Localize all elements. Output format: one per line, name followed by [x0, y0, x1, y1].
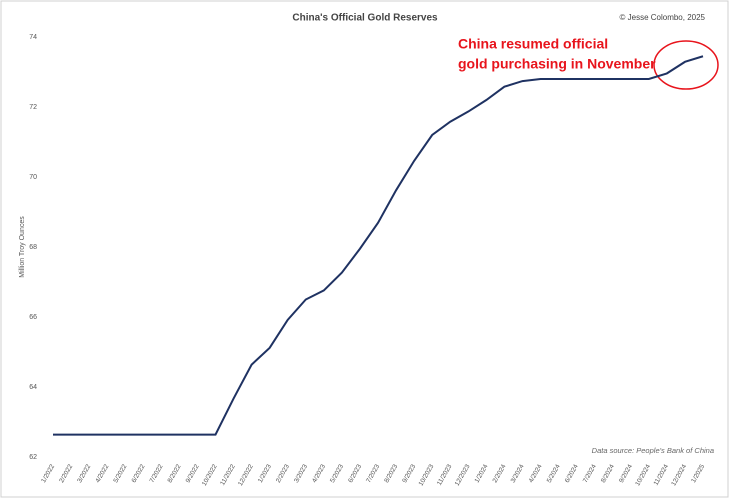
y-tick-label: 70 — [29, 174, 37, 181]
y-tick-label: 64 — [29, 384, 37, 391]
y-tick-label: 72 — [29, 104, 37, 111]
annotation: gold purchasing in November — [458, 56, 656, 72]
y-tick-label: 66 — [29, 314, 37, 321]
data-line — [53, 55, 704, 436]
credit: © Jesse Colombo, 2025 — [620, 13, 706, 22]
y-tick-label: 74 — [29, 34, 37, 41]
annotation: China resumed official — [458, 36, 608, 52]
y-tick-label: 62 — [29, 454, 37, 461]
highlight-ellipse — [653, 40, 719, 90]
y-tick-label: 68 — [29, 244, 37, 251]
source-note: Data source: People's Bank of China — [592, 446, 714, 455]
chart-title: China's Official Gold Reserves — [292, 13, 438, 24]
y-axis-label: Million Troy Ounces — [19, 216, 26, 278]
